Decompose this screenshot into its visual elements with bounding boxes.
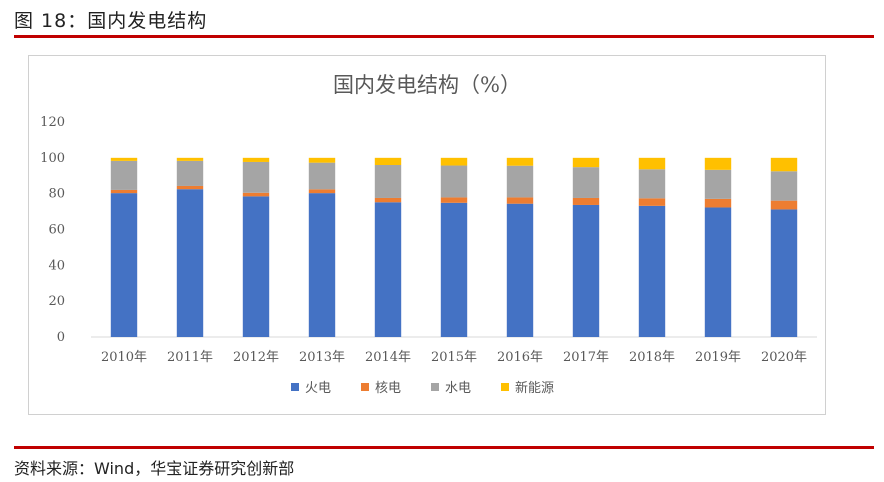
bar-segment — [308, 157, 336, 163]
y-tick-label: 20 — [48, 294, 65, 309]
bar-segment — [440, 157, 468, 166]
bar-segment — [638, 157, 666, 170]
x-tick-label: 2013年 — [299, 350, 345, 365]
bar-segment — [638, 169, 666, 199]
bar-segment — [506, 165, 534, 198]
bar-segment — [572, 197, 600, 205]
bar-segment — [572, 204, 600, 337]
bar-segment — [110, 189, 138, 194]
bars-group — [110, 157, 798, 337]
bar-segment — [374, 157, 402, 165]
bar-segment — [506, 197, 534, 204]
source-prefix: 资料来源： — [14, 459, 95, 478]
legend-swatch — [291, 383, 299, 391]
y-tick-label: 0 — [57, 330, 65, 345]
bar-segment — [704, 198, 732, 208]
bar-segment — [308, 162, 336, 190]
bar-segment — [572, 157, 600, 168]
bar-segment — [704, 207, 732, 337]
bar-segment — [374, 197, 402, 203]
bar-segment — [704, 157, 732, 170]
legend-label: 新能源 — [515, 380, 554, 396]
y-tick-label: 80 — [48, 187, 65, 202]
legend-swatch — [501, 383, 509, 391]
figure-title: 图 18：国内发电结构 — [14, 10, 208, 32]
bar-segment — [440, 197, 468, 203]
bar-segment — [374, 202, 402, 337]
bar-segment — [374, 165, 402, 198]
bar-segment — [506, 157, 534, 166]
x-tick-label: 2010年 — [101, 350, 147, 365]
x-tick-label: 2018年 — [629, 350, 675, 365]
x-axis: 2010年 2011年 2012年 2013年 2014年 2015年 2016年 2017年… — [101, 350, 807, 365]
bar-segment — [506, 203, 534, 337]
bar-segment — [308, 193, 336, 337]
legend-label: 核电 — [375, 381, 401, 396]
bar-segment — [308, 189, 336, 194]
y-tick-label: 60 — [48, 223, 65, 238]
chart-svg: 国内发电结构（%） 0 20 40 60 80 100 120 2010年 2011年 2012… — [40, 73, 817, 396]
y-tick-label: 100 — [40, 151, 65, 166]
bar-segment — [110, 157, 138, 161]
x-tick-label: 2019年 — [695, 350, 741, 365]
legend: 火电 核电 水电 新能源 — [291, 380, 554, 396]
bar-segment — [440, 165, 468, 198]
y-tick-label: 120 — [40, 115, 65, 130]
bar-segment — [572, 167, 600, 198]
bar-segment — [110, 193, 138, 337]
bar-segment — [770, 171, 798, 201]
bar-segment — [770, 157, 798, 172]
source-note: 资料来源：Wind，华宝证券研究创新部 — [14, 455, 294, 479]
chart-container: 国内发电结构（%） 0 20 40 60 80 100 120 2010年 2011年 2012… — [28, 55, 826, 415]
bottom-divider — [14, 446, 874, 449]
y-axis: 0 20 40 60 80 100 120 — [40, 115, 65, 345]
legend-label: 火电 — [305, 381, 331, 396]
legend-label: 水电 — [445, 381, 471, 396]
bar-segment — [242, 196, 270, 337]
top-divider — [14, 35, 874, 38]
bar-segment — [704, 169, 732, 199]
x-tick-label: 2011年 — [167, 350, 213, 365]
bar-segment — [638, 205, 666, 337]
bar-segment — [242, 192, 270, 197]
bar-segment — [770, 200, 798, 210]
x-tick-label: 2015年 — [431, 350, 477, 365]
bar-segment — [440, 202, 468, 337]
legend-swatch — [361, 383, 369, 391]
bar-segment — [176, 185, 204, 190]
x-tick-label: 2017年 — [563, 350, 609, 365]
bar-segment — [242, 161, 270, 193]
legend-swatch — [431, 383, 439, 391]
y-tick-label: 40 — [48, 258, 65, 273]
bar-segment — [638, 198, 666, 206]
bar-segment — [110, 160, 138, 190]
bar-segment — [176, 189, 204, 337]
bar-segment — [176, 160, 204, 186]
bar-segment — [176, 157, 204, 161]
x-tick-label: 2014年 — [365, 350, 411, 365]
x-tick-label: 2020年 — [761, 350, 807, 365]
source-text: Wind，华宝证券研究创新部 — [94, 459, 295, 478]
bar-segment — [770, 209, 798, 337]
chart-title: 国内发电结构（%） — [333, 73, 521, 97]
x-tick-label: 2016年 — [497, 350, 543, 365]
bar-segment — [242, 157, 270, 162]
x-tick-label: 2012年 — [233, 350, 279, 365]
